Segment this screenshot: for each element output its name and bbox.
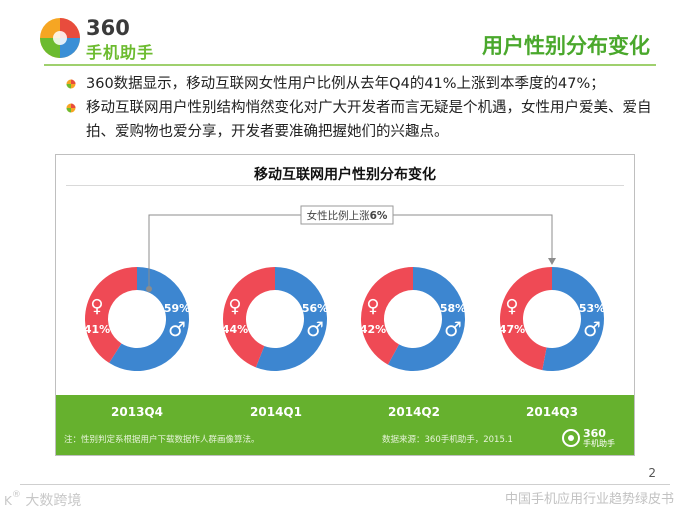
band-logo-number: 360 — [583, 427, 606, 440]
logo-ball-icon — [562, 429, 580, 447]
female-percent-label: 42% — [360, 323, 386, 336]
chart-note: 注：性别判定系根据用户下载数据作人群画像算法。 — [64, 435, 260, 445]
page-number: 2 — [648, 466, 656, 480]
female-slice — [84, 267, 137, 363]
male-slice — [109, 267, 189, 371]
female-symbol-icon: ♀ — [90, 296, 103, 317]
connector-arrow-icon — [548, 258, 556, 265]
footer-divider — [20, 484, 670, 485]
watermark-text: 大数跨境 — [25, 493, 82, 509]
male-symbol-icon: ♂ — [168, 317, 186, 341]
annotation-label: 女性比例上涨6% — [307, 209, 388, 222]
bullet-list: 360数据显示，移动互联网女性用户比例从去年Q4的41%上涨到本季度的47%； … — [66, 72, 656, 144]
male-percent-label: 59% — [164, 302, 190, 315]
bullet-item: 360数据显示，移动互联网女性用户比例从去年Q4的41%上涨到本季度的47%； — [66, 72, 656, 96]
band-logo-name: 手机助手 — [583, 439, 615, 448]
female-slice — [222, 267, 275, 368]
chart-title-divider — [66, 185, 624, 186]
female-slice — [361, 267, 413, 365]
female-symbol-icon: ♀ — [505, 296, 518, 317]
male-percent-label: 58% — [440, 302, 466, 315]
period-label: 2014Q2 — [388, 405, 440, 419]
male-symbol-icon: ♂ — [306, 317, 324, 341]
page-title: 用户性别分布变化 — [482, 34, 650, 58]
period-band — [56, 395, 634, 455]
chart-panel: 移动互联网用户性别分布变化 59% ♂ ♀ 41% 56% ♂ ♀ 44% 58% ♂ ♀ 42% 53… — [55, 154, 635, 456]
period-label: 2014Q1 — [250, 405, 302, 419]
brand-name: 手机助手 — [86, 43, 155, 62]
bullet-ball-icon — [66, 79, 76, 89]
female-percent-label: 47% — [499, 323, 525, 336]
band-logo: 360 手机助手 — [562, 427, 632, 449]
female-percent-label: 41% — [84, 323, 110, 336]
bullet-text: 360数据显示，移动互联网女性用户比例从去年Q4的41%上涨到本季度的47%； — [86, 76, 605, 92]
male-slice — [387, 267, 465, 371]
increase-connector-line — [148, 214, 553, 289]
male-slice — [542, 267, 604, 371]
male-symbol-icon: ♂ — [444, 317, 462, 341]
annotation-box — [300, 205, 394, 225]
chart-source: 数据来源：360手机助手，2015.1 — [382, 435, 513, 445]
bullet-item: 移动互联网用户性别结构悄然变化对广大开发者而言无疑是个机遇，女性用户爱美、爱自拍… — [66, 96, 656, 144]
male-percent-label: 56% — [302, 302, 328, 315]
donut-charts: 59% ♂ ♀ 41% 56% ♂ ♀ 44% 58% ♂ ♀ 42% 53% ♂ ♀ 47% 女性比例上涨6% — [84, 205, 605, 371]
female-symbol-icon: ♀ — [228, 296, 241, 317]
female-percent-label: 44% — [222, 323, 248, 336]
male-symbol-icon: ♂ — [583, 317, 601, 341]
female-slice — [499, 267, 552, 371]
connector-start-dot — [146, 286, 152, 292]
bullet-text: 移动互联网用户性别结构悄然变化对广大开发者而言无疑是个机遇，女性用户爱美、爱自拍… — [86, 100, 652, 140]
male-percent-label: 53% — [579, 302, 605, 315]
watermark: K® 大数跨境 — [4, 490, 82, 509]
period-label: 2013Q4 — [111, 405, 163, 419]
bullet-ball-icon — [66, 103, 76, 113]
brand-number: 360 — [86, 16, 130, 40]
header-divider — [44, 64, 656, 66]
footer-text: 中国手机应用行业趋势绿皮书 — [504, 492, 674, 507]
logo-ball-icon — [40, 18, 80, 58]
male-slice — [255, 267, 327, 371]
brand-logo: 360 手机助手 — [38, 14, 188, 62]
female-symbol-icon: ♀ — [366, 296, 379, 317]
period-label: 2014Q3 — [526, 405, 578, 419]
chart-title: 移动互联网用户性别分布变化 — [254, 167, 436, 183]
